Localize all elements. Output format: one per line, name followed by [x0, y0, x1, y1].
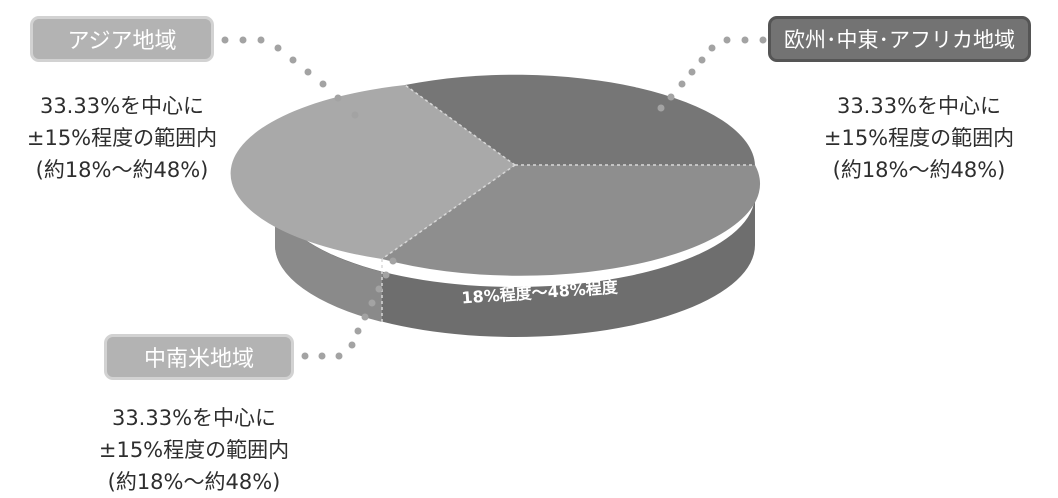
connector-latam [301, 257, 397, 360]
pie-side-wall-left [274, 195, 382, 322]
pie-side-wall [275, 195, 755, 337]
divider-asia-emea [404, 84, 516, 166]
desc-asia-line-1: 33.33%を中心に [39, 94, 205, 118]
pie-slice-latam [382, 165, 761, 276]
region-label-emea: 欧州･中東･アフリカ地域 [768, 16, 1031, 62]
pie-slice-asia [230, 85, 515, 259]
pie-slice-emea [405, 74, 755, 165]
desc-latam-line-3: (約18%～約48%) [107, 470, 281, 494]
desc-emea-line-1: 33.33%を中心に [836, 94, 1002, 118]
desc-asia-line-2: ±15%程度の範囲内 [26, 126, 218, 150]
desc-asia-line-3: (約18%～約48%) [35, 158, 209, 182]
region-label-asia: アジア地域 [30, 16, 214, 62]
connector-asia [221, 36, 359, 119]
desc-emea-line-2: ±15%程度の範囲内 [823, 126, 1015, 150]
desc-latam: 33.33%を中心に ±15%程度の範囲内 (約18%～約48%) [34, 402, 354, 498]
desc-asia: 33.33%を中心に ±15%程度の範囲内 (約18%～約48%) [0, 90, 282, 186]
desc-emea: 33.33%を中心に ±15%程度の範囲内 (約18%～約48%) [759, 90, 1058, 186]
connector-emea [657, 36, 767, 112]
desc-latam-line-1: 33.33%を中心に [111, 406, 277, 430]
region-label-latam: 中南米地域 [104, 334, 294, 380]
desc-emea-line-3: (約18%～約48%) [832, 158, 1006, 182]
desc-latam-line-2: ±15%程度の範囲内 [98, 438, 290, 462]
